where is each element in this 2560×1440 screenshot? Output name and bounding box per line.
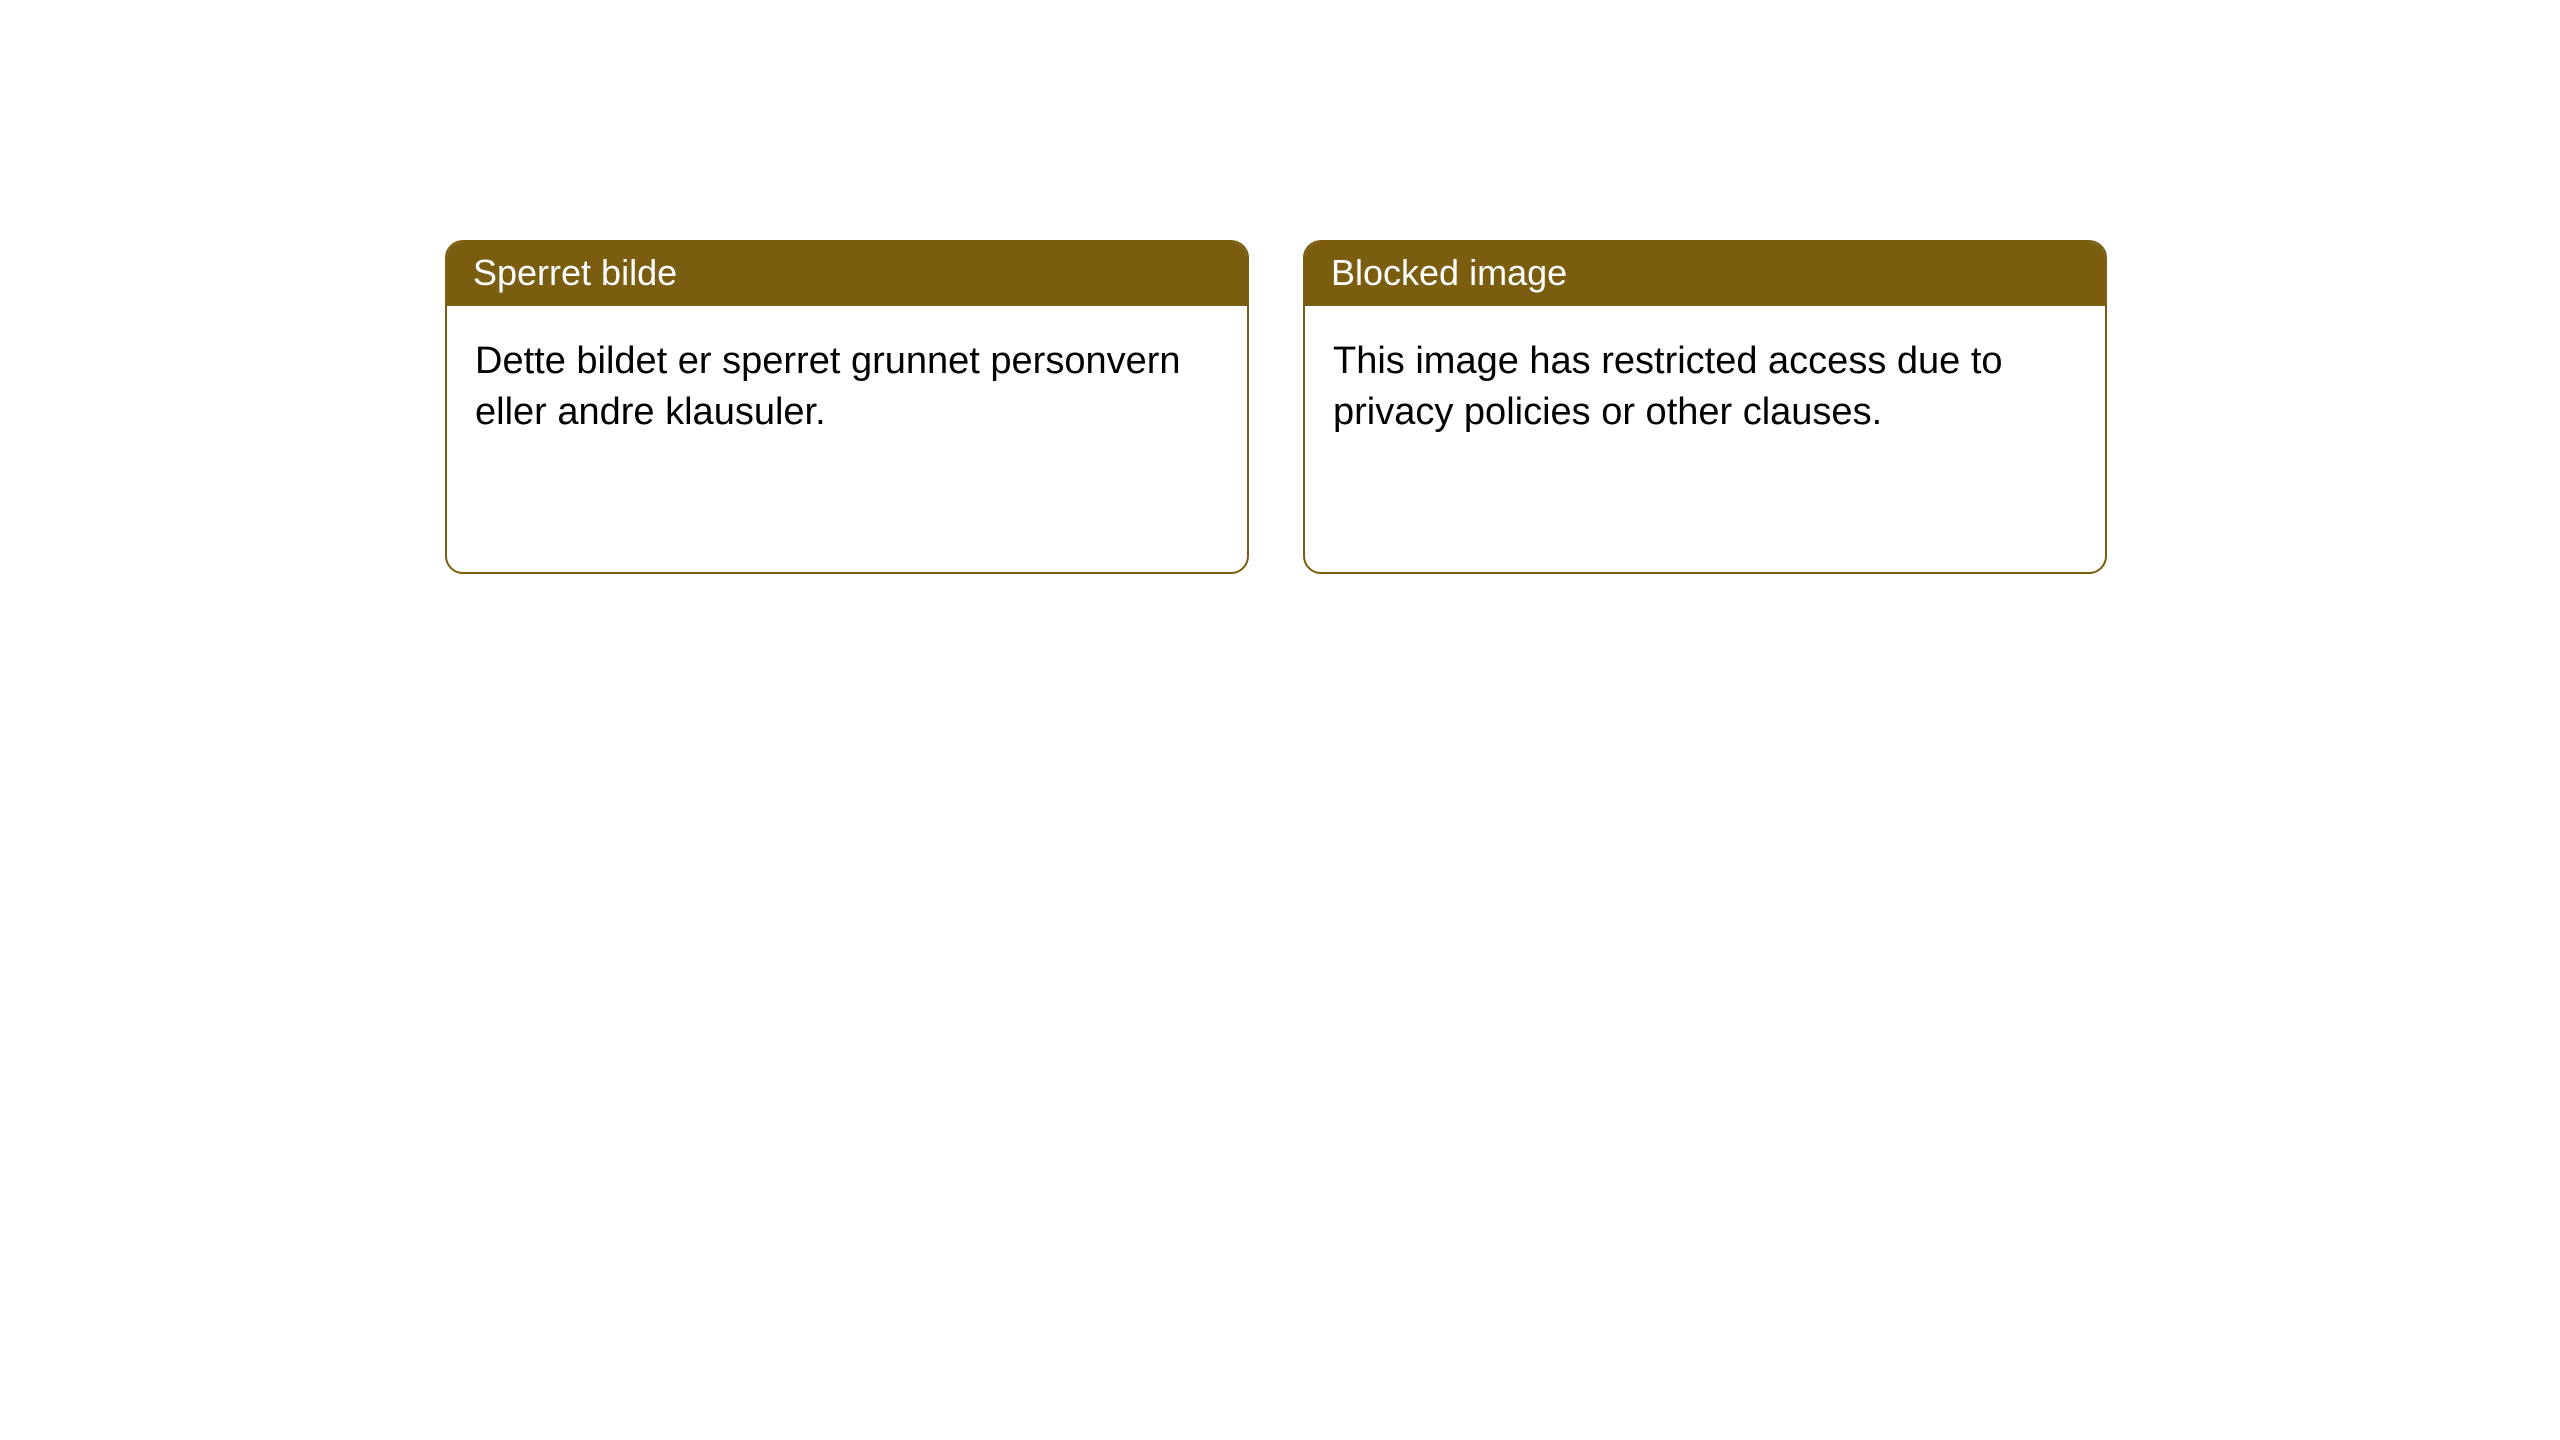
card-title: Sperret bilde	[473, 252, 677, 293]
card-header: Sperret bilde	[447, 242, 1247, 306]
notice-card-norwegian: Sperret bilde Dette bildet er sperret gr…	[445, 240, 1249, 574]
card-header: Blocked image	[1305, 242, 2105, 306]
notice-card-container: Sperret bilde Dette bildet er sperret gr…	[0, 0, 2560, 574]
card-body-text: Dette bildet er sperret grunnet personve…	[475, 340, 1181, 433]
card-body-text: This image has restricted access due to …	[1333, 340, 2003, 433]
card-title: Blocked image	[1331, 252, 1567, 293]
card-body: This image has restricted access due to …	[1305, 306, 2105, 469]
notice-card-english: Blocked image This image has restricted …	[1303, 240, 2107, 574]
card-body: Dette bildet er sperret grunnet personve…	[447, 306, 1247, 469]
